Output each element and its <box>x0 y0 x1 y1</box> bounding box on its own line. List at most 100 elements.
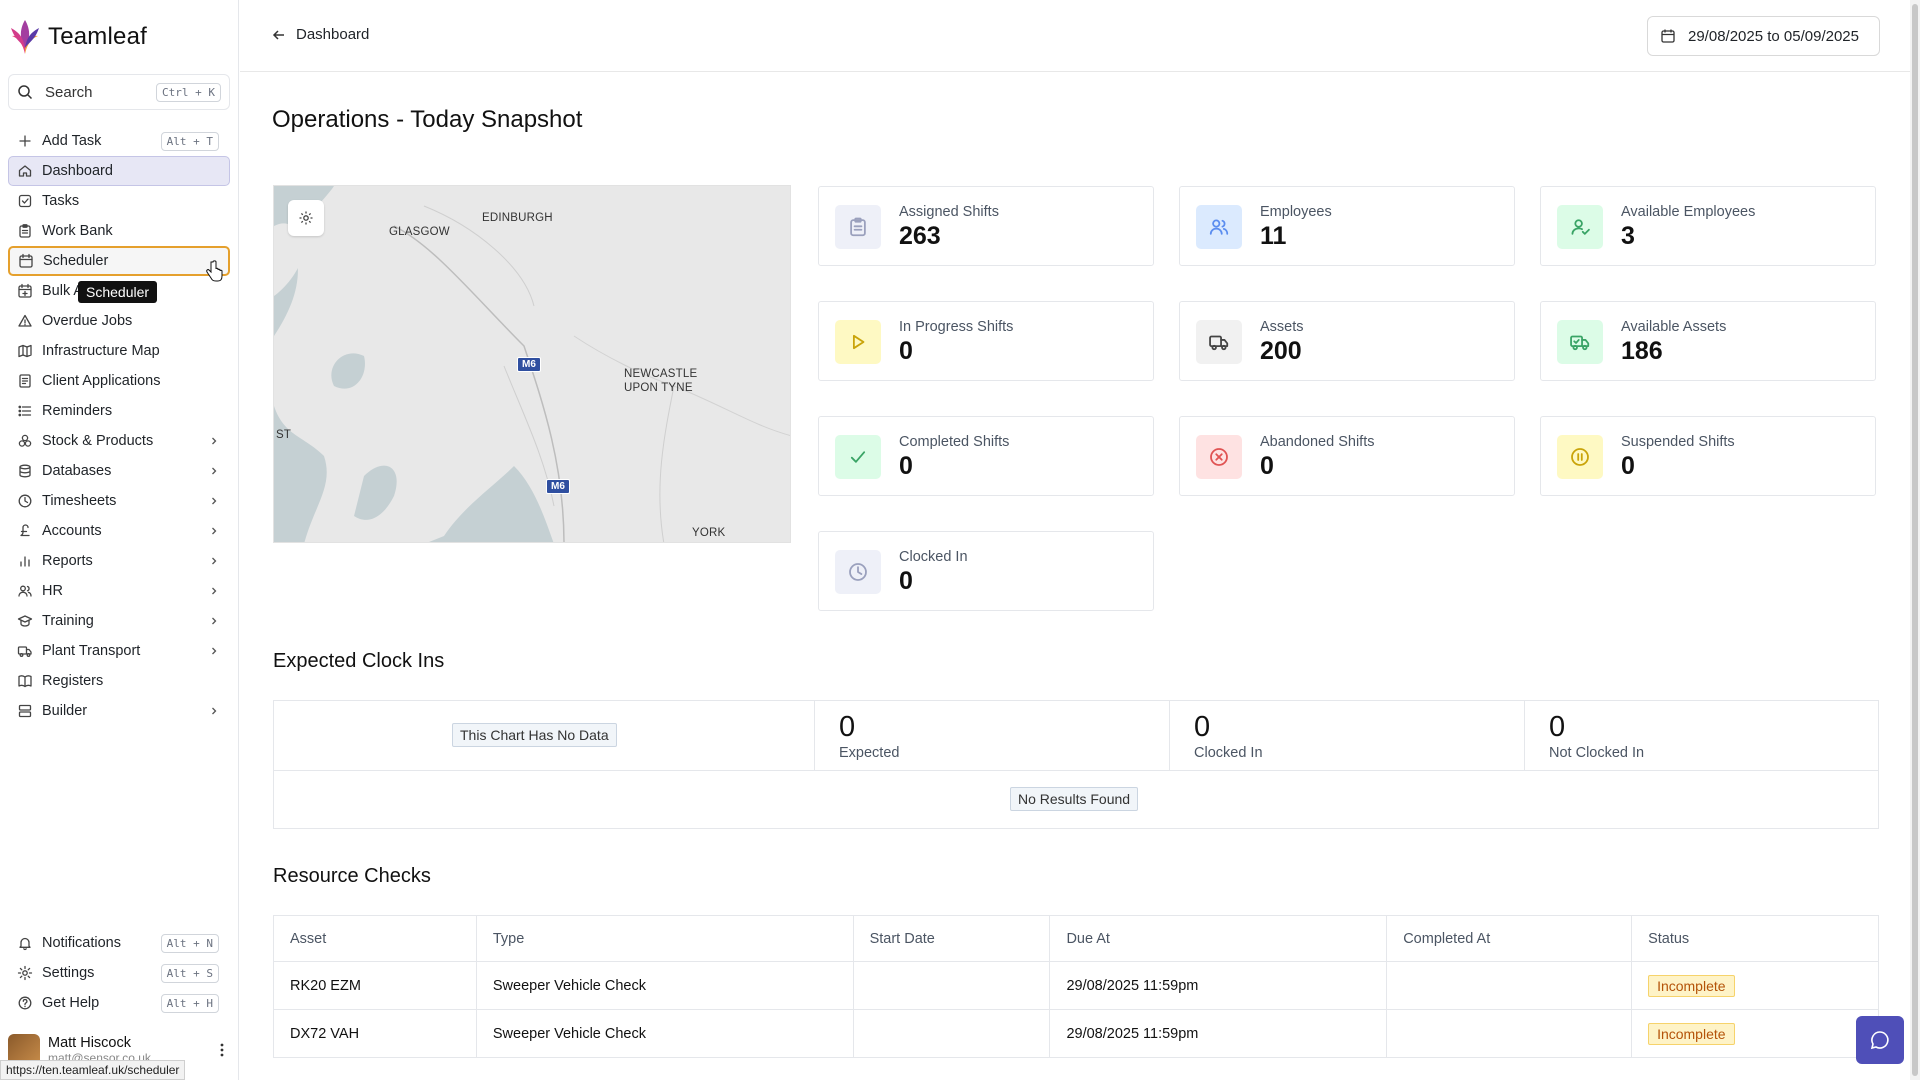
arrow-left-icon <box>272 29 284 40</box>
stat-card-clocked-in[interactable]: Clocked In 0 <box>818 531 1154 611</box>
search-box[interactable]: Search Ctrl + K <box>8 74 230 110</box>
boxes-icon <box>18 434 32 447</box>
warning-icon-wrap <box>17 313 33 329</box>
stat-card-suspended-shifts[interactable]: Suspended Shifts 0 <box>1540 416 1876 496</box>
sidebar-item-reports[interactable]: Reports <box>8 546 230 576</box>
sidebar-item-work-bank[interactable]: Work Bank <box>8 216 230 246</box>
stat-value: 3 <box>1621 222 1635 250</box>
stat-icon-box <box>835 320 881 364</box>
clocked-in-count: 0 Clocked In <box>1169 701 1524 770</box>
status-badge: Incomplete <box>1648 1022 1735 1045</box>
map-icon <box>18 344 32 358</box>
sidebar-item-databases[interactable]: Databases <box>8 456 230 486</box>
more-vertical-icon[interactable] <box>214 1042 230 1058</box>
pound-icon-wrap <box>17 523 33 539</box>
sidebar-item-label: Plant Transport <box>42 643 141 659</box>
sidebar-item-registers[interactable]: Registers <box>8 666 230 696</box>
sidebar-item-training[interactable]: Training <box>8 606 230 636</box>
sidebar-item-settings[interactable]: Settings Alt + S <box>8 958 230 988</box>
stat-card-employees[interactable]: Employees 11 <box>1179 186 1515 266</box>
app-name: Teamleaf <box>48 23 147 50</box>
cell-type: Sweeper Vehicle Check <box>476 1009 854 1058</box>
column-header-start-date[interactable]: Start Date <box>853 915 1051 962</box>
sidebar-item-get-help[interactable]: Get Help Alt + H <box>8 988 230 1018</box>
sidebar-item-label: Add Task <box>42 133 102 149</box>
calendar-icon <box>1661 29 1675 43</box>
chevron-right-icon <box>212 437 217 445</box>
chat-button[interactable] <box>1856 1016 1904 1064</box>
chat-icon <box>1870 1031 1889 1050</box>
sidebar-item-stock-and-products[interactable]: Stock & Products <box>8 426 230 456</box>
sidebar-item-label: Client Applications <box>42 373 161 389</box>
clipboard-icon <box>850 217 866 237</box>
chevron-right-icon <box>212 617 217 625</box>
expected-value: 0 <box>839 711 856 743</box>
teamleaf-logo-icon <box>11 20 39 54</box>
chevron-right-icon <box>212 647 217 655</box>
sidebar-item-infrastructure-map[interactable]: Infrastructure Map <box>8 336 230 366</box>
sidebar-item-label: Reminders <box>42 403 113 419</box>
sidebar-item-reminders[interactable]: Reminders <box>8 396 230 426</box>
map-settings-button[interactable] <box>288 200 324 236</box>
sidebar-item-overdue-jobs[interactable]: Overdue Jobs <box>8 306 230 336</box>
table-row[interactable]: DX72 VAH Sweeper Vehicle Check 29/08/202… <box>273 1009 1879 1058</box>
sidebar-item-notifications[interactable]: Notifications Alt + N <box>8 928 230 958</box>
stat-card-available-employees[interactable]: Available Employees 3 <box>1540 186 1876 266</box>
stat-card-assets[interactable]: Assets 200 <box>1179 301 1515 381</box>
stat-card-assigned-shifts[interactable]: Assigned Shifts 263 <box>818 186 1154 266</box>
mouse-pointer-icon <box>206 260 223 282</box>
page-scrollbar[interactable] <box>1910 0 1920 1080</box>
status-bar-url: https://ten.teamleaf.uk/scheduler <box>0 1060 186 1080</box>
map-label-glasgow: GLASGOW <box>389 226 450 238</box>
sidebar-item-label: Work Bank <box>42 223 113 239</box>
sidebar-item-dashboard[interactable]: Dashboard <box>8 156 230 186</box>
stat-value: 186 <box>1621 337 1663 365</box>
stat-icon-box <box>1557 435 1603 479</box>
sidebar-item-client-applications[interactable]: Client Applications <box>8 366 230 396</box>
cell-type: Sweeper Vehicle Check <box>476 961 854 1010</box>
sidebar-item-accounts[interactable]: Accounts <box>8 516 230 546</box>
clipboard-icon <box>19 224 31 238</box>
stat-card-available-assets[interactable]: Available Assets 186 <box>1540 301 1876 381</box>
search-shortcut: Ctrl + K <box>156 82 221 102</box>
stat-icon-box <box>835 205 881 249</box>
users-icon <box>1209 219 1229 235</box>
search-icon <box>18 85 33 100</box>
bell-icon-wrap <box>17 935 33 951</box>
stat-card-abandoned-shifts[interactable]: Abandoned Shifts 0 <box>1179 416 1515 496</box>
sidebar-item-builder[interactable]: Builder <box>8 696 230 726</box>
column-header-due-at[interactable]: Due At <box>1049 915 1388 962</box>
no-data-badge: This Chart Has No Data <box>452 723 617 747</box>
chevron-right-icon <box>212 557 217 565</box>
sidebar-item-scheduler[interactable]: Scheduler <box>8 246 230 276</box>
sidebar-item-hr[interactable]: HR <box>8 576 230 606</box>
tooltip-scheduler: Scheduler <box>78 281 158 303</box>
stat-card-completed-shifts[interactable]: Completed Shifts 0 <box>818 416 1154 496</box>
scrollbar-thumb[interactable] <box>1912 4 1918 1076</box>
sidebar-item-timesheets[interactable]: Timesheets <box>8 486 230 516</box>
column-header-type[interactable]: Type <box>476 915 854 962</box>
operations-map[interactable]: GLASGOW EDINBURGH NEWCASTLE UPON TYNE ST… <box>273 185 791 543</box>
stat-card-in-progress-shifts[interactable]: In Progress Shifts 0 <box>818 301 1154 381</box>
sidebar-item-tasks[interactable]: Tasks <box>8 186 230 216</box>
chevron-right-icon <box>212 497 217 505</box>
sidebar-item-plant-transport[interactable]: Plant Transport <box>8 636 230 666</box>
stat-icon-box <box>1557 205 1603 249</box>
sidebar-bottom-nav: Notifications Alt + N Settings Alt + S Get H… <box>8 928 230 1018</box>
sidebar-item-label: Stock & Products <box>42 433 154 449</box>
column-header-status[interactable]: Status <box>1631 915 1879 962</box>
column-header-completed-at[interactable]: Completed At <box>1386 915 1633 962</box>
date-range-picker[interactable]: 29/08/2025 to 05/09/2025 <box>1647 16 1880 56</box>
table-row[interactable]: RK20 EZM Sweeper Vehicle Check 29/08/202… <box>273 961 1879 1010</box>
clocked-in-value: 0 <box>1194 711 1211 743</box>
back-to-dashboard-link[interactable]: Dashboard <box>272 26 369 43</box>
app-logo[interactable]: Teamleaf <box>10 18 147 56</box>
column-header-asset[interactable]: Asset <box>273 915 477 962</box>
gear-icon-wrap <box>17 965 33 981</box>
users-icon <box>18 585 32 597</box>
map-label-york: YORK <box>692 527 726 539</box>
sidebar-item-add-task[interactable]: Add Task Alt + T <box>8 126 230 156</box>
home-icon <box>18 165 32 177</box>
divider <box>274 770 1878 771</box>
stat-icon-box <box>1196 205 1242 249</box>
